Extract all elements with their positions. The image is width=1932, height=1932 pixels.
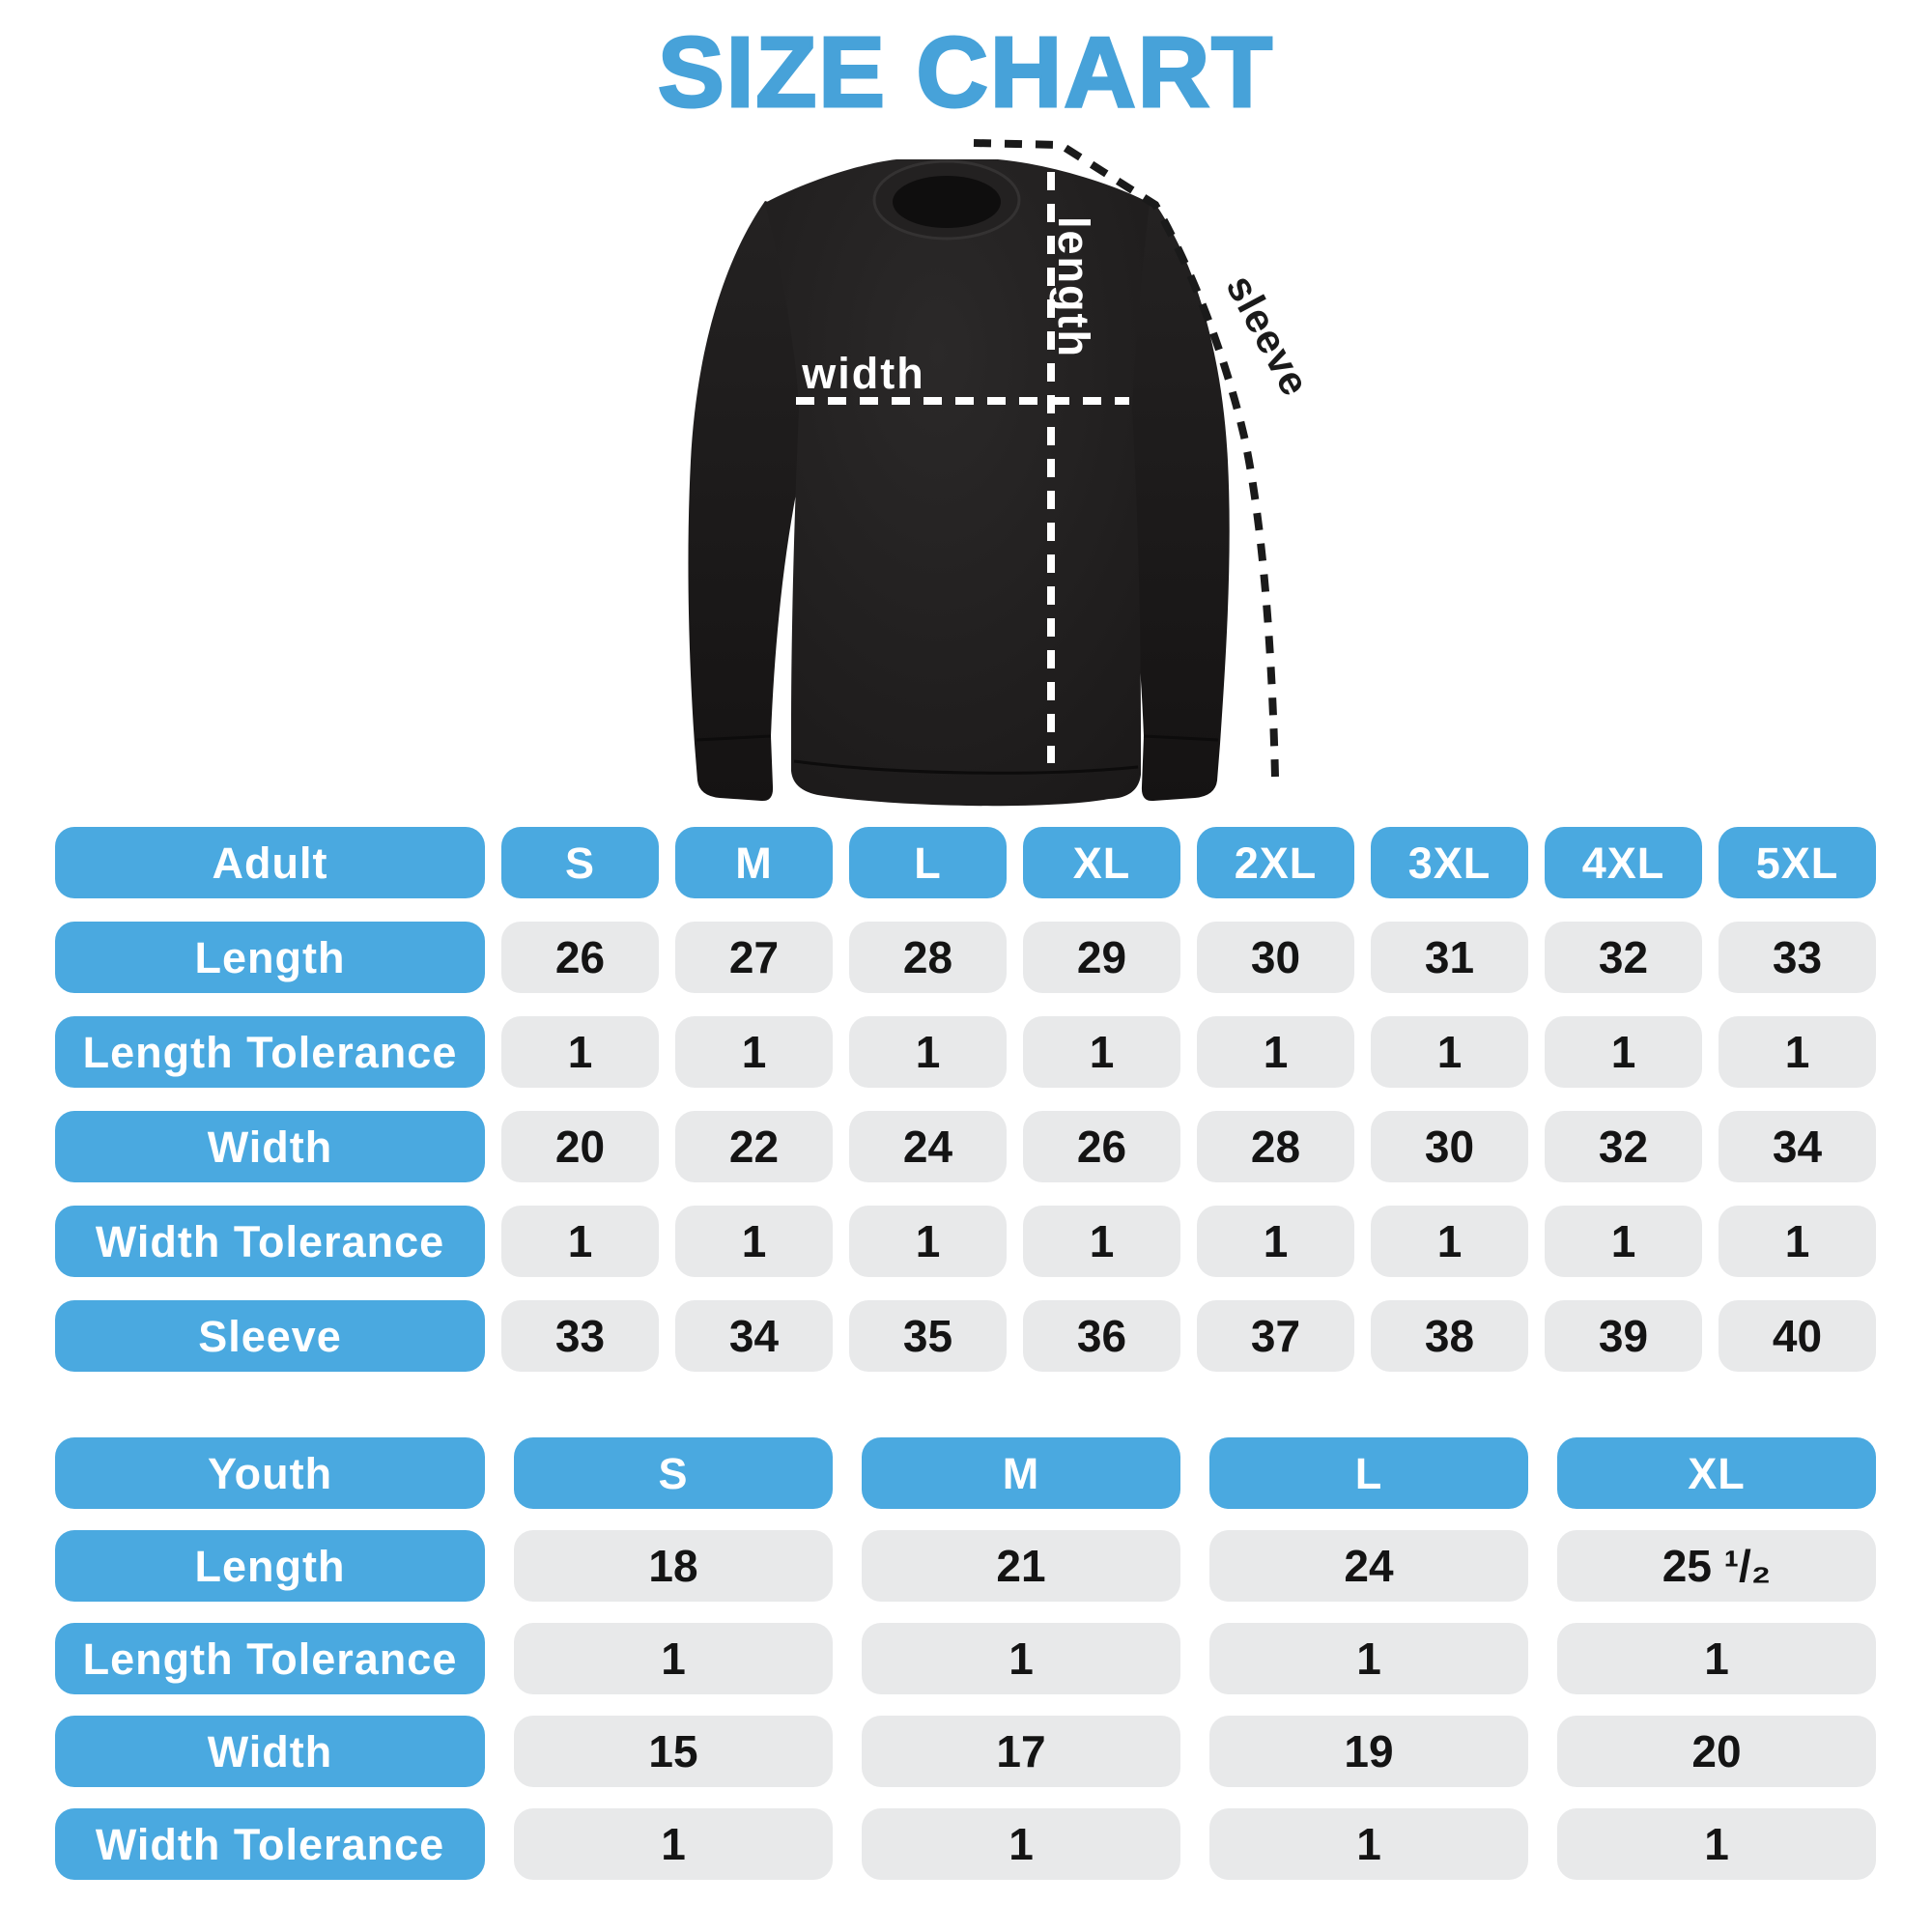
size-cell: 39 (1545, 1300, 1702, 1372)
size-cell: 36 (1023, 1300, 1180, 1372)
size-cell: 20 (1557, 1716, 1876, 1787)
size-cell: 21 (862, 1530, 1180, 1602)
size-cell: 1 (501, 1016, 659, 1088)
size-cell: 1 (1545, 1016, 1702, 1088)
size-cell: 1 (1209, 1623, 1528, 1694)
size-cell: 22 (675, 1111, 833, 1182)
row-label: Length (55, 1530, 485, 1602)
collar-inner (893, 176, 1001, 228)
sweatshirt-image: width length sleeve (688, 139, 1319, 807)
size-cell: 28 (849, 922, 1007, 993)
width-label: width (801, 349, 924, 398)
row-label: Length Tolerance (55, 1623, 485, 1694)
size-cell: 24 (1209, 1530, 1528, 1602)
adult-col-header-2xl: 2XL (1197, 827, 1354, 898)
row-label: Length Tolerance (55, 1016, 485, 1088)
size-cell: 1 (675, 1016, 833, 1088)
row-label: Width (55, 1111, 485, 1182)
size-cell: 34 (675, 1300, 833, 1372)
row-label: Width (55, 1716, 485, 1787)
adult-col-header-xl: XL (1023, 827, 1180, 898)
size-cell: 1 (514, 1623, 833, 1694)
size-cell: 35 (849, 1300, 1007, 1372)
size-cell: 32 (1545, 1111, 1702, 1182)
row-label: Sleeve (55, 1300, 485, 1372)
sleeve-label: sleeve (1217, 268, 1319, 404)
size-cell: 1 (862, 1623, 1180, 1694)
size-cell: 1 (1719, 1206, 1876, 1277)
adult-col-header-m: M (675, 827, 833, 898)
size-cell: 1 (514, 1808, 833, 1880)
adult-col-header-4xl: 4XL (1545, 827, 1702, 898)
size-cell: 1 (1023, 1016, 1180, 1088)
size-cell: 26 (501, 922, 659, 993)
adult-col-header-l: L (849, 827, 1007, 898)
size-cell: 18 (514, 1530, 833, 1602)
size-cell: 15 (514, 1716, 833, 1787)
size-cell: 29 (1023, 922, 1180, 993)
size-tables: Adult S M L XL 2XL 3XL 4XL 5XL Length 26… (55, 827, 1876, 1880)
size-cell: 32 (1545, 922, 1702, 993)
size-cell: 1 (1371, 1206, 1528, 1277)
size-cell: 20 (501, 1111, 659, 1182)
row-label: Width Tolerance (55, 1206, 485, 1277)
youth-col-header-s: S (514, 1437, 833, 1509)
size-cell: 40 (1719, 1300, 1876, 1372)
size-cell: 28 (1197, 1111, 1354, 1182)
size-cell: 1 (1557, 1623, 1876, 1694)
size-cell: 1 (1557, 1808, 1876, 1880)
adult-col-header-3xl: 3XL (1371, 827, 1528, 898)
adult-col-header-s: S (501, 827, 659, 898)
size-cell: 1 (501, 1206, 659, 1277)
size-cell: 38 (1371, 1300, 1528, 1372)
adult-table-title: Adult (55, 827, 485, 898)
row-label: Length (55, 922, 485, 993)
size-cell: 1 (849, 1206, 1007, 1277)
left-cuff-seam (696, 734, 772, 742)
size-cell: 1 (1209, 1808, 1528, 1880)
size-cell: 31 (1371, 922, 1528, 993)
size-cell: 19 (1209, 1716, 1528, 1787)
size-cell: 34 (1719, 1111, 1876, 1182)
youth-table-title: Youth (55, 1437, 485, 1509)
size-cell: 1 (862, 1808, 1180, 1880)
size-cell: 30 (1371, 1111, 1528, 1182)
size-cell: 37 (1197, 1300, 1354, 1372)
size-cell: 24 (849, 1111, 1007, 1182)
page-title: SIZE CHART (657, 15, 1274, 129)
size-cell: 1 (675, 1206, 833, 1277)
adult-col-header-5xl: 5XL (1719, 827, 1876, 898)
size-cell: 1 (1719, 1016, 1876, 1088)
adult-size-table: Adult S M L XL 2XL 3XL 4XL 5XL Length 26… (55, 827, 1876, 1372)
youth-size-table: Youth S M L XL Length 18 21 24 25 ¹/₂ Le… (55, 1437, 1876, 1880)
length-label: length (1049, 216, 1098, 358)
size-cell: 33 (1719, 922, 1876, 993)
size-cell: 1 (1023, 1206, 1180, 1277)
size-cell: 1 (1545, 1206, 1702, 1277)
sleeve-measure-line (973, 139, 1279, 778)
size-cell: 27 (675, 922, 833, 993)
size-cell: 26 (1023, 1111, 1180, 1182)
size-cell: 25 ¹/₂ (1557, 1530, 1876, 1602)
youth-col-header-xl: XL (1557, 1437, 1876, 1509)
size-cell: 1 (1371, 1016, 1528, 1088)
youth-col-header-m: M (862, 1437, 1180, 1509)
youth-col-header-l: L (1209, 1437, 1528, 1509)
size-cell: 1 (1197, 1016, 1354, 1088)
size-cell: 1 (849, 1016, 1007, 1088)
size-cell: 17 (862, 1716, 1180, 1787)
right-cuff-seam (1143, 734, 1219, 742)
size-cell: 30 (1197, 922, 1354, 993)
row-label: Width Tolerance (55, 1808, 485, 1880)
torso (765, 159, 1150, 807)
size-cell: 33 (501, 1300, 659, 1372)
sweatshirt-diagram: width length sleeve (665, 108, 1331, 831)
hem-seam (793, 759, 1139, 775)
size-cell: 1 (1197, 1206, 1354, 1277)
